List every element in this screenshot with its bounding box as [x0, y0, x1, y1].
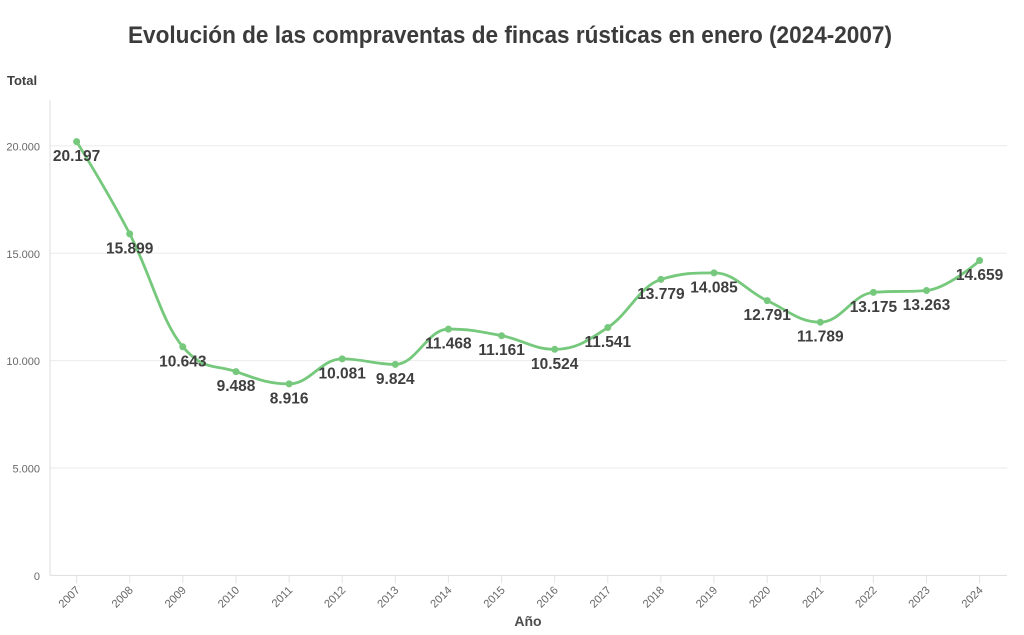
svg-text:11.789: 11.789 — [797, 329, 844, 346]
svg-text:5.000: 5.000 — [12, 464, 40, 476]
svg-text:11.468: 11.468 — [425, 336, 472, 353]
svg-text:9.824: 9.824 — [376, 371, 415, 388]
svg-text:14.659: 14.659 — [956, 267, 1004, 284]
svg-text:20.197: 20.197 — [53, 148, 100, 165]
svg-text:11.541: 11.541 — [585, 334, 632, 351]
svg-text:10.643: 10.643 — [159, 353, 207, 370]
svg-text:10.081: 10.081 — [318, 365, 366, 382]
svg-text:20.000: 20.000 — [6, 141, 40, 153]
svg-text:Año: Año — [514, 613, 541, 629]
svg-text:8.916: 8.916 — [270, 390, 309, 407]
svg-text:Total: Total — [7, 73, 37, 88]
svg-text:9.488: 9.488 — [217, 378, 256, 395]
svg-text:13.175: 13.175 — [850, 299, 898, 316]
svg-text:15.899: 15.899 — [106, 240, 154, 257]
svg-text:12.791: 12.791 — [743, 307, 791, 324]
svg-text:10.000: 10.000 — [6, 356, 40, 368]
svg-text:13.263: 13.263 — [903, 297, 951, 314]
svg-text:14.085: 14.085 — [690, 279, 738, 296]
svg-text:15.000: 15.000 — [6, 249, 40, 261]
svg-text:11.161: 11.161 — [478, 342, 525, 359]
svg-text:0: 0 — [34, 571, 40, 583]
svg-text:Evolución de las compraventas: Evolución de las compraventas de fincas … — [128, 22, 892, 49]
svg-text:13.779: 13.779 — [637, 286, 685, 303]
svg-text:10.524: 10.524 — [531, 356, 579, 373]
